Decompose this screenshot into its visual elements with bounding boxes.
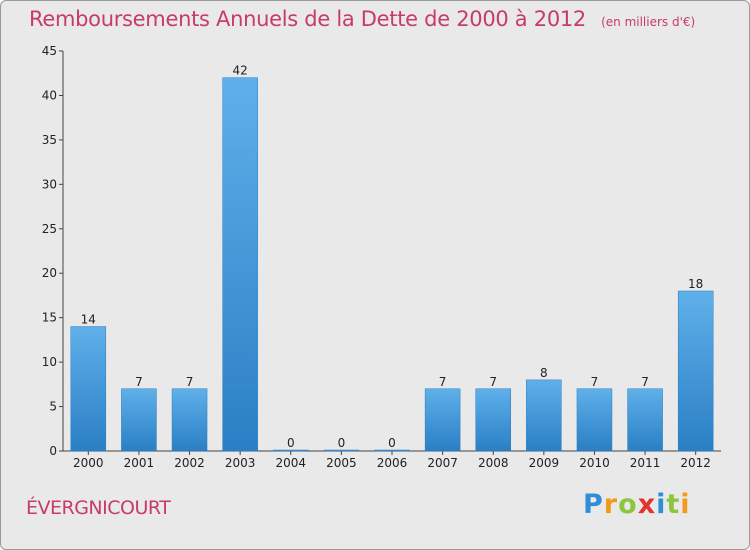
- logo-letter: x: [637, 489, 657, 520]
- y-tick-label: 30: [42, 177, 57, 191]
- chart-bars: [70, 77, 714, 452]
- data-label: 7: [135, 375, 143, 389]
- x-tick-label: 2003: [225, 456, 256, 470]
- data-label: 7: [641, 375, 649, 389]
- data-label: 42: [233, 64, 248, 78]
- y-tick-label: 40: [42, 88, 57, 102]
- chart-value-labels: 14 7 7 42 0 0 0 7 7 8 7 7 18: [81, 64, 704, 450]
- x-tick-label: 2011: [630, 456, 661, 470]
- title-row: Remboursements Annuels de la Dette de 20…: [29, 7, 695, 31]
- proxiti-logo: Proxiti: [583, 489, 691, 520]
- data-label: 14: [81, 313, 96, 327]
- x-tick-label: 2006: [377, 456, 408, 470]
- chart-title: Remboursements Annuels de la Dette de 20…: [29, 7, 586, 31]
- logo-letter: i: [656, 489, 667, 520]
- data-label: 7: [439, 375, 447, 389]
- x-tick-label: 2004: [275, 456, 306, 470]
- bar: [70, 326, 107, 452]
- bar: [374, 449, 410, 452]
- bar: [627, 388, 663, 452]
- x-tick-label: 2009: [529, 456, 560, 470]
- data-label: 0: [338, 436, 346, 450]
- y-tick-label: 45: [42, 44, 57, 58]
- data-label: 0: [287, 436, 295, 450]
- y-tick-label: 15: [42, 311, 57, 325]
- bar: [526, 379, 562, 452]
- logo-letter: r: [603, 489, 619, 520]
- bar: [121, 388, 157, 452]
- bar: [475, 388, 511, 452]
- y-tick-label: 10: [42, 355, 57, 369]
- data-label: 8: [540, 366, 548, 380]
- chart-subtitle: (en milliers d'€): [601, 15, 696, 29]
- commune-name: ÉVERGNICOURT: [26, 497, 171, 519]
- logo-letter: t: [666, 489, 681, 520]
- bar: [323, 449, 360, 452]
- y-tick-label: 35: [42, 133, 57, 147]
- logo-letter: P: [583, 489, 604, 520]
- x-tick-label: 2001: [124, 456, 155, 470]
- x-tick-label: 2010: [579, 456, 610, 470]
- bar: [424, 388, 461, 452]
- y-tick-label: 20: [42, 266, 57, 280]
- x-tick-label: 2012: [680, 456, 711, 470]
- x-tick-label: 2007: [427, 456, 458, 470]
- logo-letter: i: [680, 489, 691, 520]
- bar: [576, 388, 613, 452]
- y-tick-label: 5: [49, 400, 57, 414]
- data-label: 7: [591, 375, 599, 389]
- y-tick-label: 25: [42, 222, 57, 236]
- x-tick-label: 2008: [478, 456, 509, 470]
- data-label: 18: [688, 277, 703, 291]
- bar: [273, 449, 309, 452]
- bar: [222, 77, 258, 452]
- x-tick-label: 2000: [73, 456, 104, 470]
- chart-axes: 0 5 10 15 20 25 30 35 40 45 2000 2001 2002 2003 2004 20…: [42, 44, 721, 470]
- data-label: 7: [489, 375, 497, 389]
- bar: [171, 388, 208, 452]
- data-label: 7: [186, 375, 194, 389]
- y-tick-label: 0: [49, 444, 57, 458]
- data-label: 0: [388, 436, 396, 450]
- x-tick-label: 2002: [174, 456, 205, 470]
- x-tick-label: 2005: [326, 456, 357, 470]
- logo-letter: o: [618, 489, 638, 520]
- bar: [677, 290, 714, 452]
